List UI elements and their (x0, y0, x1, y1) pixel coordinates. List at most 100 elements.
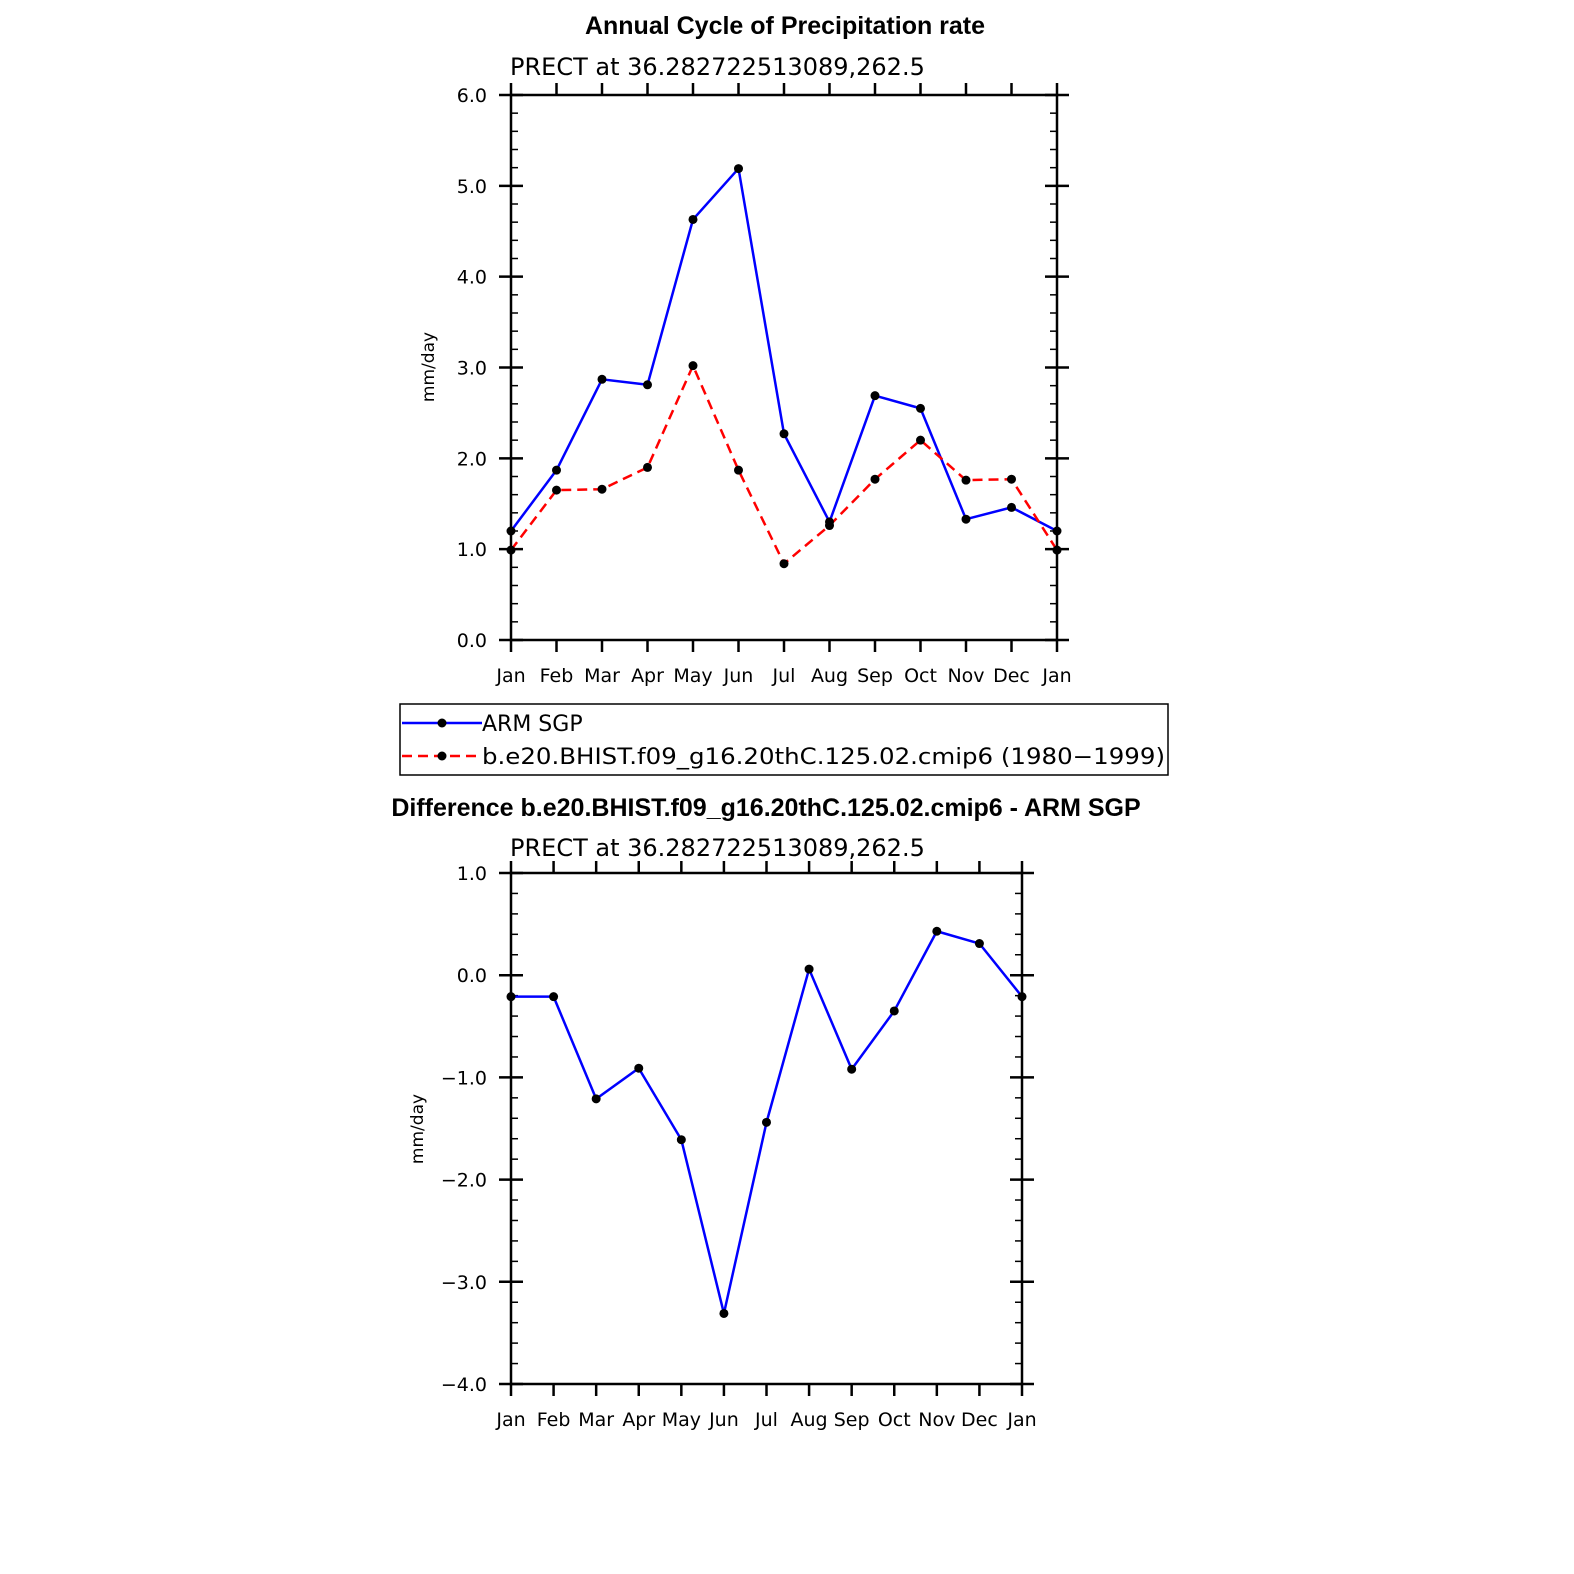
x-tick-label: Sep (834, 1409, 870, 1431)
data-point (688, 214, 698, 224)
data-point (552, 465, 561, 475)
x-tick-label: Jan (495, 665, 525, 687)
y-tick-label: −2.0 (441, 1170, 487, 1192)
chart1-subtitle: PRECT at 36.282722513089,262.5 (510, 53, 925, 81)
data-point (847, 1064, 857, 1074)
data-point (506, 992, 516, 1002)
y-tick-label: 2.0 (457, 448, 487, 470)
data-point (597, 374, 607, 384)
data-point (643, 380, 652, 390)
legend-label-arm-sgp: ARM SGP (482, 712, 583, 737)
x-tick-label: Mar (578, 1409, 614, 1431)
x-tick-label: Nov (918, 1409, 955, 1431)
chart1-legend: ARM SGP b.e20.BHIST.f09_g16.20thC.125.02… (399, 703, 1169, 776)
data-point (762, 1117, 771, 1127)
chart2-plot-area (506, 926, 1027, 1318)
legend-label-model: b.e20.BHIST.f09_g16.20thC.125.02.cmip6 (… (482, 745, 1165, 770)
x-tick-label: Jan (495, 1409, 525, 1431)
y-tick-label: 3.0 (457, 358, 487, 380)
chart1-axes: Jan Feb Mar Apr May Jun Jul Aug Sep Oct Nov Dec Jan 0… (457, 83, 1072, 687)
data-point (825, 521, 834, 531)
x-tick-label: Jun (723, 665, 754, 687)
y-tick-label: 1.0 (457, 863, 487, 885)
data-point (643, 462, 652, 472)
data-point (734, 465, 743, 475)
chart1-frame (509, 93, 1059, 642)
y-tick-label: −3.0 (441, 1272, 487, 1294)
x-tick-label: May (673, 665, 712, 687)
x-tick-label: Jan (1006, 1409, 1036, 1431)
x-tick-label: Oct (904, 665, 937, 687)
x-tick-label: Apr (631, 665, 664, 687)
legend-marker-model (437, 751, 447, 761)
data-point (1052, 526, 1062, 536)
data-point (1007, 474, 1016, 484)
series-line-0 (509, 167, 1058, 533)
y-tick-label: −1.0 (441, 1067, 487, 1089)
x-tick-label: Jul (772, 665, 796, 687)
legend-entry-model: b.e20.BHIST.f09_g16.20thC.125.02.cmip6 (… (402, 745, 1165, 770)
data-point (506, 545, 516, 555)
data-point (916, 403, 925, 413)
chart2-subtitle: PRECT at 36.282722513089,262.5 (510, 834, 925, 862)
x-tick-label: Apr (622, 1409, 655, 1431)
data-point (552, 485, 561, 495)
data-point (870, 474, 880, 484)
data-point (916, 435, 925, 445)
x-tick-label: Aug (811, 665, 848, 687)
chart1-ylabel: mm/day (419, 332, 439, 402)
y-tick-label: 0.0 (457, 965, 487, 987)
x-tick-label: Jun (708, 1409, 739, 1431)
data-point (591, 1094, 601, 1104)
x-tick-label: Sep (857, 665, 893, 687)
chart1-plot-area (506, 164, 1062, 569)
data-point (1007, 502, 1016, 512)
y-tick-label: 6.0 (457, 85, 487, 107)
chart2-frame (509, 871, 1024, 1386)
data-point (506, 526, 516, 536)
legend-box (399, 703, 1169, 776)
x-tick-label: Feb (537, 1409, 571, 1431)
chart-annual-cycle: Annual Cycle of Precipitation rate PRECT… (399, 12, 1169, 776)
data-point (870, 391, 880, 401)
data-point (889, 1006, 899, 1016)
x-tick-label: Dec (993, 665, 1030, 687)
data-point (961, 475, 971, 485)
chart1-title: Annual Cycle of Precipitation rate (585, 12, 985, 40)
x-tick-label: Feb (540, 665, 574, 687)
data-point (974, 939, 984, 949)
data-point (734, 164, 743, 174)
data-point (1017, 992, 1027, 1002)
chart-difference: Difference b.e20.BHIST.f09_g16.20thC.125… (391, 794, 1140, 1431)
x-tick-label: Nov (947, 665, 984, 687)
data-point (932, 926, 942, 936)
data-point (779, 429, 789, 439)
y-tick-label: −4.0 (441, 1374, 487, 1396)
x-tick-label: Jul (754, 1409, 778, 1431)
y-tick-label: 0.0 (457, 630, 487, 652)
x-tick-label: Dec (961, 1409, 998, 1431)
data-point (688, 361, 698, 371)
data-point (1052, 545, 1062, 555)
data-point (676, 1135, 686, 1145)
y-tick-label: 1.0 (457, 539, 487, 561)
data-point (961, 514, 971, 524)
x-tick-label: Oct (878, 1409, 911, 1431)
x-tick-label: Mar (584, 665, 620, 687)
data-point (549, 992, 559, 1002)
data-point (634, 1063, 644, 1073)
data-point (804, 964, 814, 974)
chart2-axes: Jan Feb Mar Apr May Jun Jul Aug Sep Oct Nov Dec Jan−… (441, 861, 1037, 1431)
data-point (719, 1308, 729, 1318)
data-point (779, 559, 789, 569)
chart2-title: Difference b.e20.BHIST.f09_g16.20thC.125… (391, 794, 1140, 822)
x-tick-label: Aug (791, 1409, 828, 1431)
data-point (597, 484, 607, 494)
legend-marker-arm-sgp (437, 718, 447, 728)
x-tick-label: Jan (1041, 665, 1071, 687)
y-tick-label: 5.0 (457, 176, 487, 198)
legend-entry-arm-sgp: ARM SGP (402, 712, 583, 737)
chart2-ylabel: mm/day (408, 1094, 428, 1164)
y-tick-label: 4.0 (457, 267, 487, 289)
